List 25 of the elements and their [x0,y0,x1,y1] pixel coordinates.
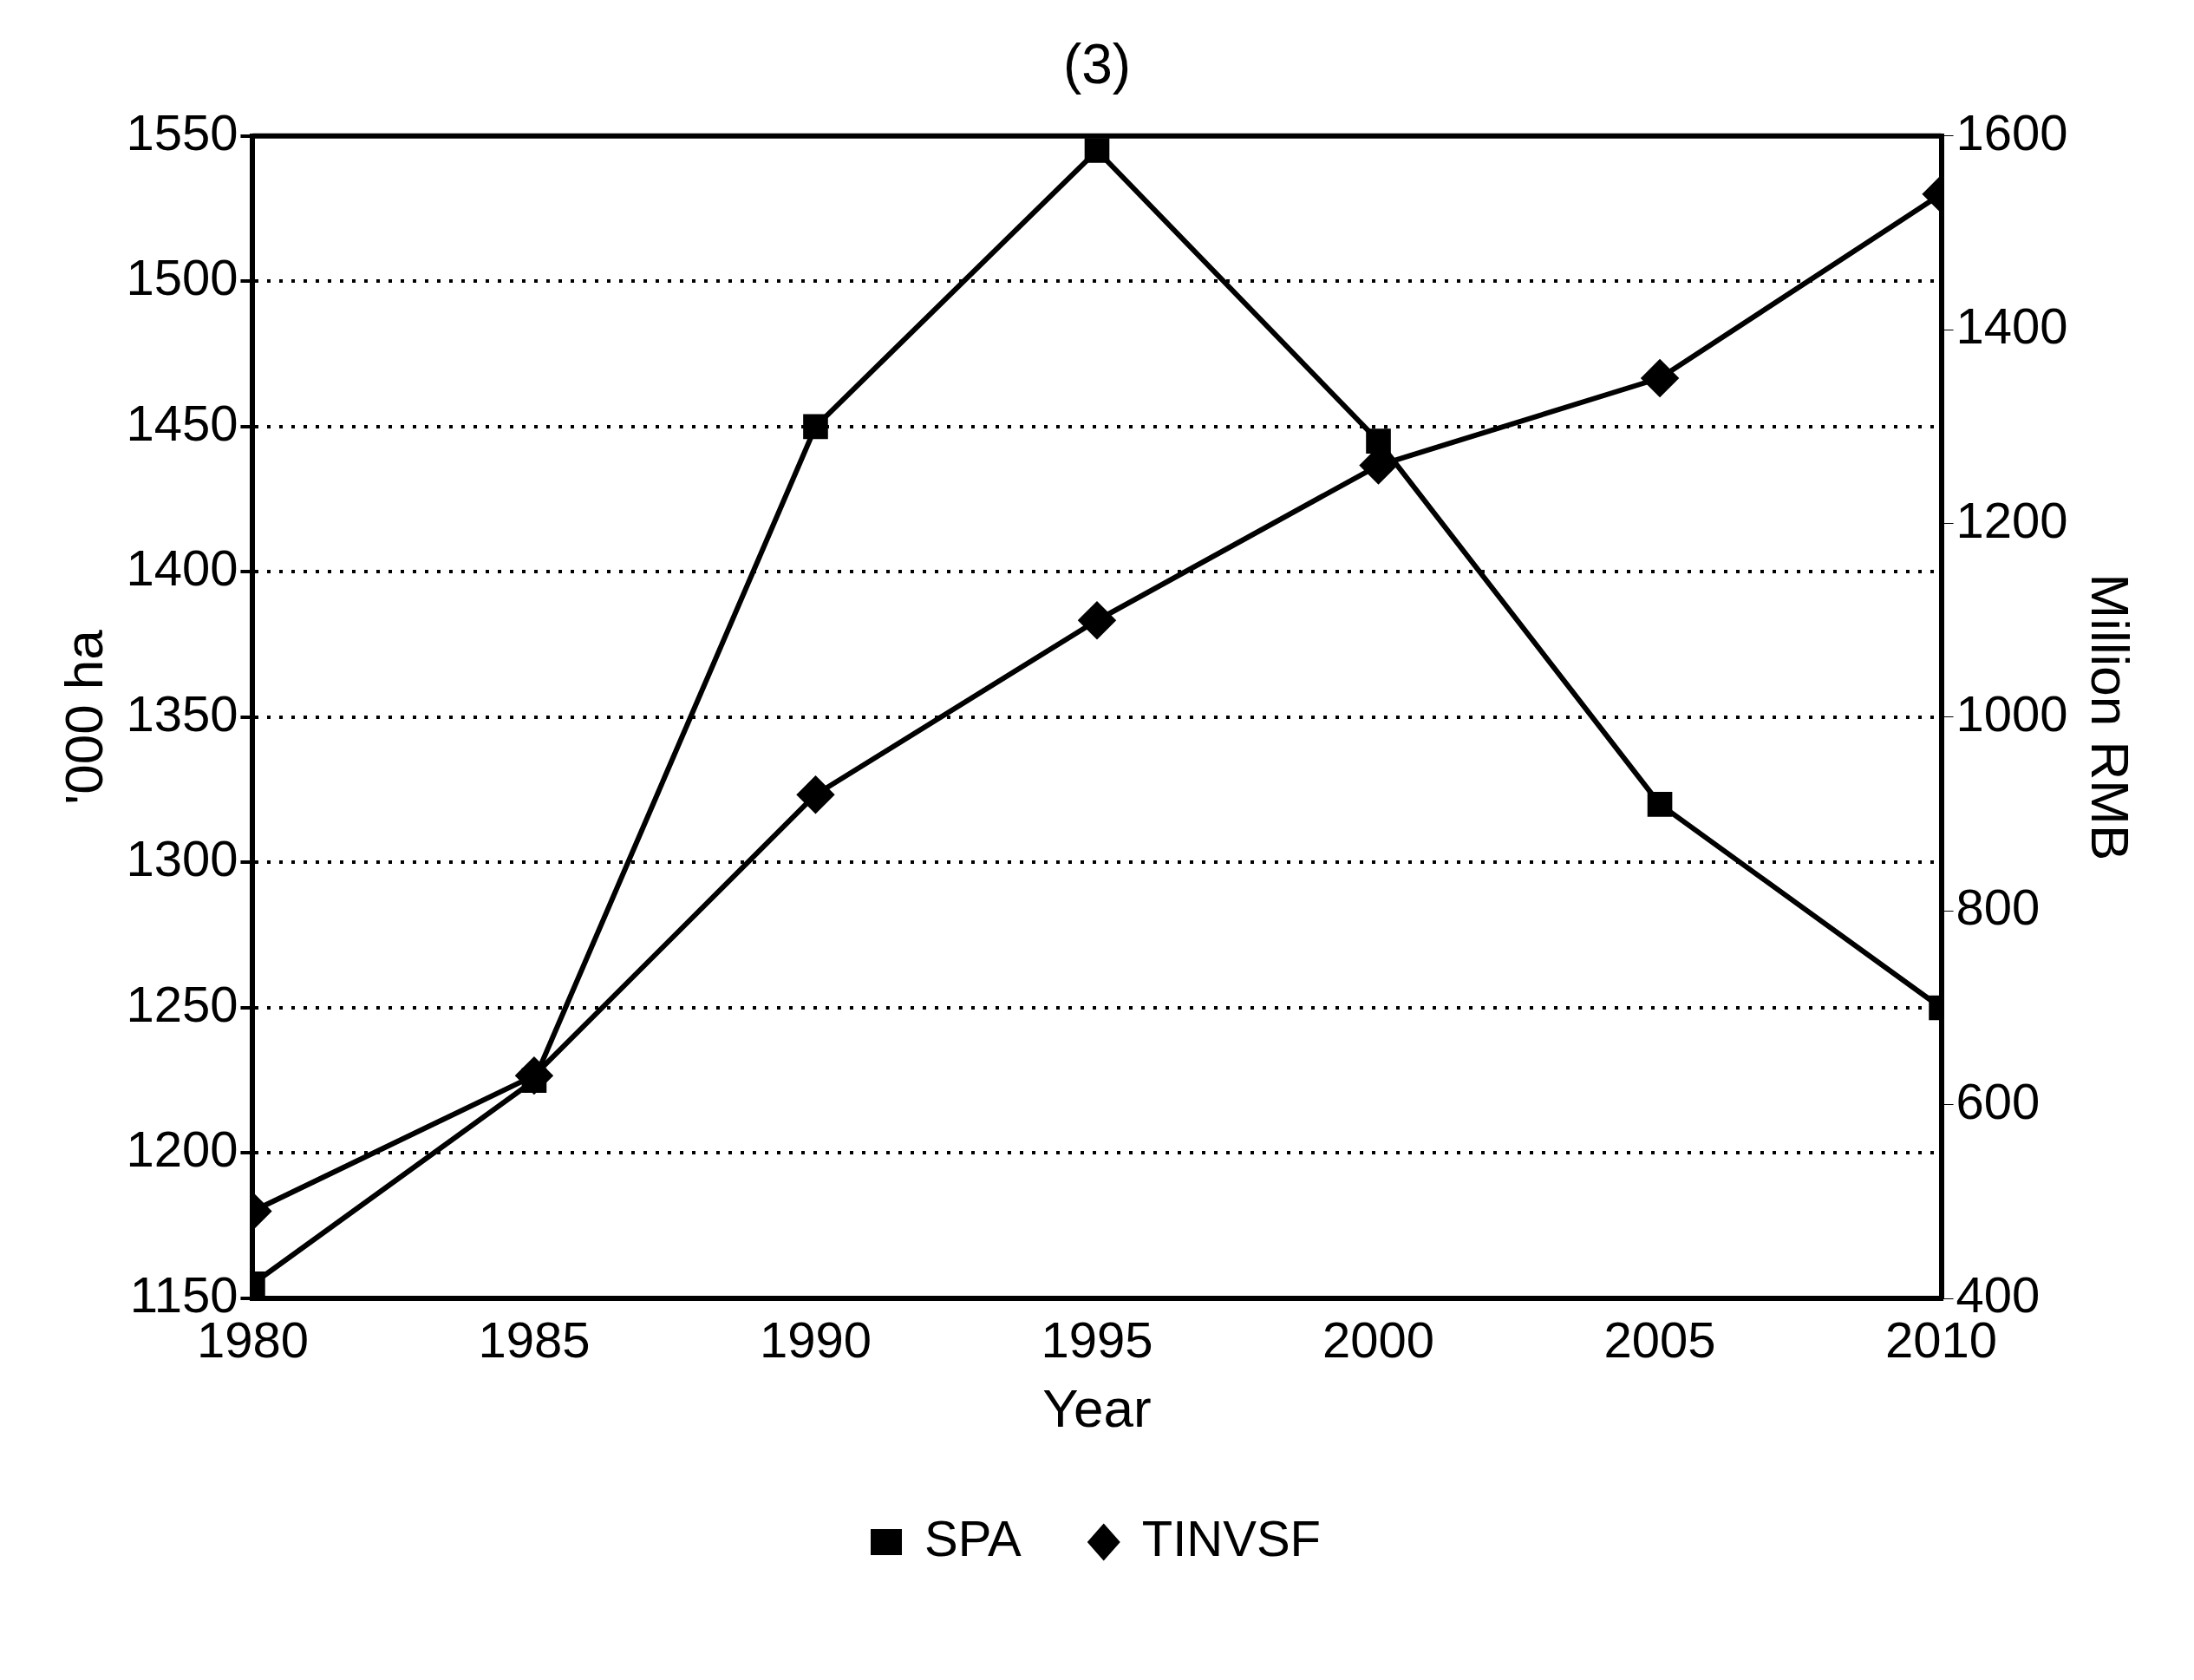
y-tick-label: 1350 [126,684,238,742]
y-axis-title: '000 ha [54,629,114,805]
x-axis-title: Year [1042,1377,1152,1438]
x-tick-label: 1985 [478,1311,591,1368]
y2-tick-label: 1000 [1956,684,2068,742]
y-tick-label: 1450 [126,394,238,451]
y2-axis-title: Million RMB [2080,573,2140,861]
y2-tick-label: 1400 [1956,297,2068,355]
y-tick-label: 1400 [126,539,238,597]
x-tick-label: 1995 [1041,1311,1153,1368]
y-tick-label: 1500 [126,249,238,306]
y-tick-label: 1250 [126,975,238,1032]
legend-label: TINVSF [1141,1510,1321,1566]
y2-tick-label: 1200 [1956,491,2068,548]
y2-tick-label: 600 [1956,1072,2041,1129]
x-tick-label: 1990 [759,1311,872,1368]
legend-label: SPA [924,1510,1022,1566]
y-tick-label: 1550 [126,103,238,160]
y2-tick-label: 800 [1956,879,2041,936]
y-tick-label: 1300 [126,830,238,887]
x-tick-label: 2000 [1322,1311,1435,1368]
y-tick-label: 1200 [126,1121,238,1178]
y2-tick-label: 1600 [1956,103,2068,160]
x-tick-label: 2005 [1603,1311,1716,1368]
chart-title: (3) [1062,33,1132,96]
